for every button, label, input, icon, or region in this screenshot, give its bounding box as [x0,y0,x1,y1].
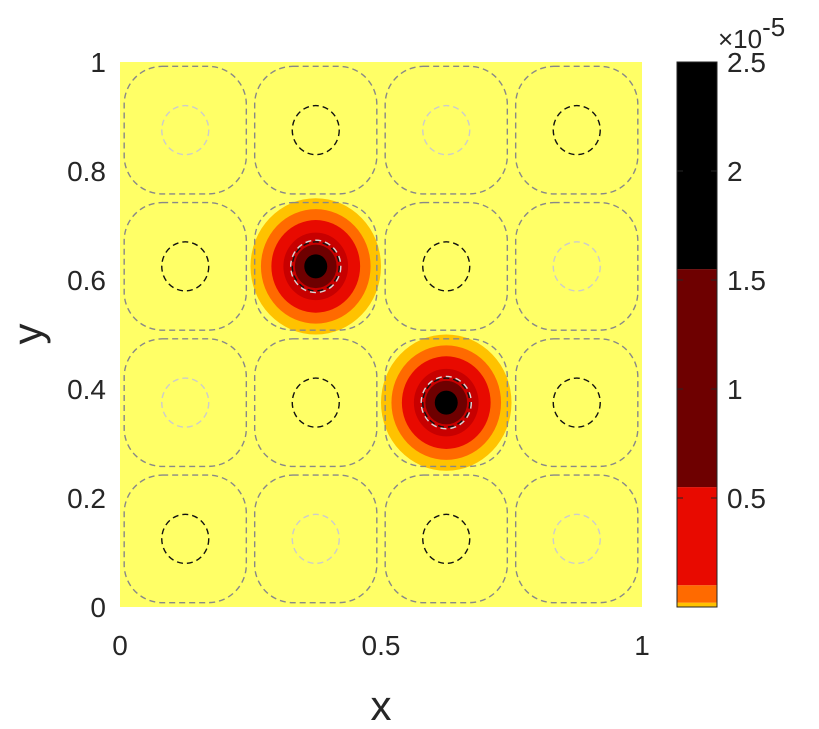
contour-line-outer [514,201,639,331]
contour-line-inner [291,377,340,428]
line-contour-layer [123,65,639,604]
colorbar-tick-label: 2 [727,156,743,187]
colorbar-exponent-power: -5 [762,12,785,42]
y-tick-label: 0.6 [67,265,106,296]
y-tick-label: 1 [90,47,106,78]
contour-line-inner [552,241,601,292]
contour-line-outer [253,338,378,468]
contour-line-peak [289,239,342,294]
contour-line-inner [161,241,210,292]
contour-line-outer [253,474,378,604]
colorbar-exponent: ×10-5 [718,12,785,54]
colorbar-tick-label: 1.5 [727,265,766,296]
contour-line-outer [123,201,248,331]
contour-line-outer [514,338,639,468]
x-axis-ticks: 0 0.5 1 [112,630,650,661]
colorbar-exponent-base: ×10 [718,24,762,54]
contour-line-inner [161,377,210,428]
contour-line-outer [514,474,639,604]
contour-line-outer [253,65,378,195]
y-tick-label: 0 [90,592,106,623]
plot-area: 0 0.5 1 00.20.40.60.81 [67,47,650,661]
contour-band-0-5 [304,254,328,279]
contour-line-outer [123,338,248,468]
contour-line-outer [123,474,248,604]
colorbar-band-4 [677,62,717,270]
x-tick-label: 1 [634,630,650,661]
filled-contour-layer [250,198,512,471]
colorbar-band-3 [677,269,717,488]
contour-line-inner [422,377,471,428]
colorbar-band-2 [677,487,717,586]
y-axis-ticks: 0 0.2 0.4 0.6 0.8 1 [67,47,106,623]
colorbar-tick-label: 0.5 [727,483,766,514]
y-axis-label: y [4,324,51,345]
contour-line-inner [161,513,210,565]
colorbar-band-1 [677,585,717,603]
contour-line-outer [253,201,378,331]
contour-line-inner [291,241,340,292]
colorbar-frame [676,61,718,608]
contour-line-inner [291,513,340,565]
contour-line-outer [384,201,509,331]
y-tick-label: 0.4 [67,374,106,405]
contour-line-inner [422,104,471,156]
contour-band-1-5 [434,390,458,415]
contour-line-outer [384,474,509,604]
plot-background [120,62,642,607]
colorbar-tick-label: 1 [727,374,743,405]
colorbar-bands [677,62,717,607]
colorbar-tick-label: 2.5 [727,47,766,78]
x-tick-label: 0 [112,630,128,661]
contour-line-inner [552,513,601,565]
colorbar-ticks: 0.5 1 1.5 2 2.5 [677,47,766,514]
contour-line-outer [514,65,639,195]
contour-line-inner [422,241,471,292]
contour-line-inner [552,104,601,156]
y-tick-label: 0.8 [67,156,106,187]
contour-line-inner [161,104,210,156]
y-tick-label: 0.2 [67,483,106,514]
contour-line-outer [123,65,248,195]
colorbar: 0.5 1 1.5 2 2.5 ×10-5 [676,12,785,608]
contour-line-inner [291,104,340,156]
x-tick-label: 0.5 [362,630,401,661]
x-axis-label: x [371,682,392,729]
contour-line-inner [552,377,601,428]
contour-line-inner [422,513,471,565]
contour-line-outer [384,65,509,195]
contour-line-outer [384,338,509,468]
colorbar-band-0 [677,602,717,607]
contour-line-peak [420,375,473,430]
